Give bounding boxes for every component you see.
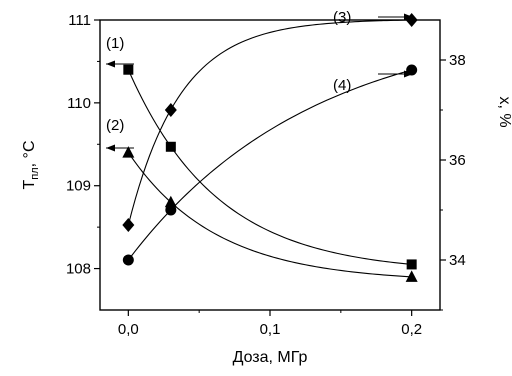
y-axis-title-left-subscript: пл	[29, 167, 41, 179]
data-point-diamond	[122, 218, 135, 232]
plot-frame	[99, 19, 441, 311]
plot-area-border	[99, 19, 441, 311]
data-point-square	[406, 259, 417, 270]
series-label: (4)	[333, 77, 351, 94]
data-point-diamond	[164, 103, 177, 117]
data-point-square	[123, 64, 134, 75]
fit-curve-square	[127, 69, 412, 265]
x-tick-label: 0,1	[260, 321, 281, 338]
x-tick-label: 0,0	[118, 321, 139, 338]
axis-ticks: 0,0 0,1 0,2 108 109 110 111 34 36 38	[66, 12, 466, 338]
y-left-tick-label: 111	[68, 12, 91, 29]
y-axis-title-left: Tпл, °C	[21, 141, 41, 190]
arrow-left-icon	[106, 144, 115, 152]
y-right-tick-label: 36	[449, 152, 466, 169]
data-point-circle	[165, 204, 177, 216]
y-axis-title-left-main: T	[21, 180, 38, 190]
arrow-left-icon	[106, 60, 115, 68]
x-axis-title: Доза, МГр	[233, 349, 308, 366]
y-right-tick-label: 38	[449, 52, 466, 69]
y-axis-title-right: x, %	[496, 96, 512, 127]
x-tick-label: 0,2	[401, 321, 422, 338]
arrow-right-icon	[404, 70, 413, 78]
data-point-triangle	[164, 195, 177, 208]
y-left-tick-label: 108	[66, 261, 91, 278]
data-point-triangle	[405, 270, 418, 282]
series-annotations: (1) (2) (3) (4)	[106, 9, 413, 152]
y-axis-title-left-unit: , °C	[21, 141, 38, 168]
y-right-tick-label: 34	[449, 252, 466, 269]
fit-curve-diamond	[127, 19, 412, 226]
y-left-tick-label: 110	[67, 95, 91, 112]
data-point-triangle	[122, 146, 135, 158]
arrow-right-icon	[404, 13, 413, 21]
data-markers	[122, 13, 418, 282]
series-label: (3)	[333, 9, 351, 26]
y-left-tick-label: 109	[66, 178, 91, 195]
data-point-square	[165, 141, 176, 152]
series-label: (2)	[106, 117, 124, 134]
series-label: (1)	[106, 35, 124, 52]
data-point-circle	[122, 254, 134, 266]
